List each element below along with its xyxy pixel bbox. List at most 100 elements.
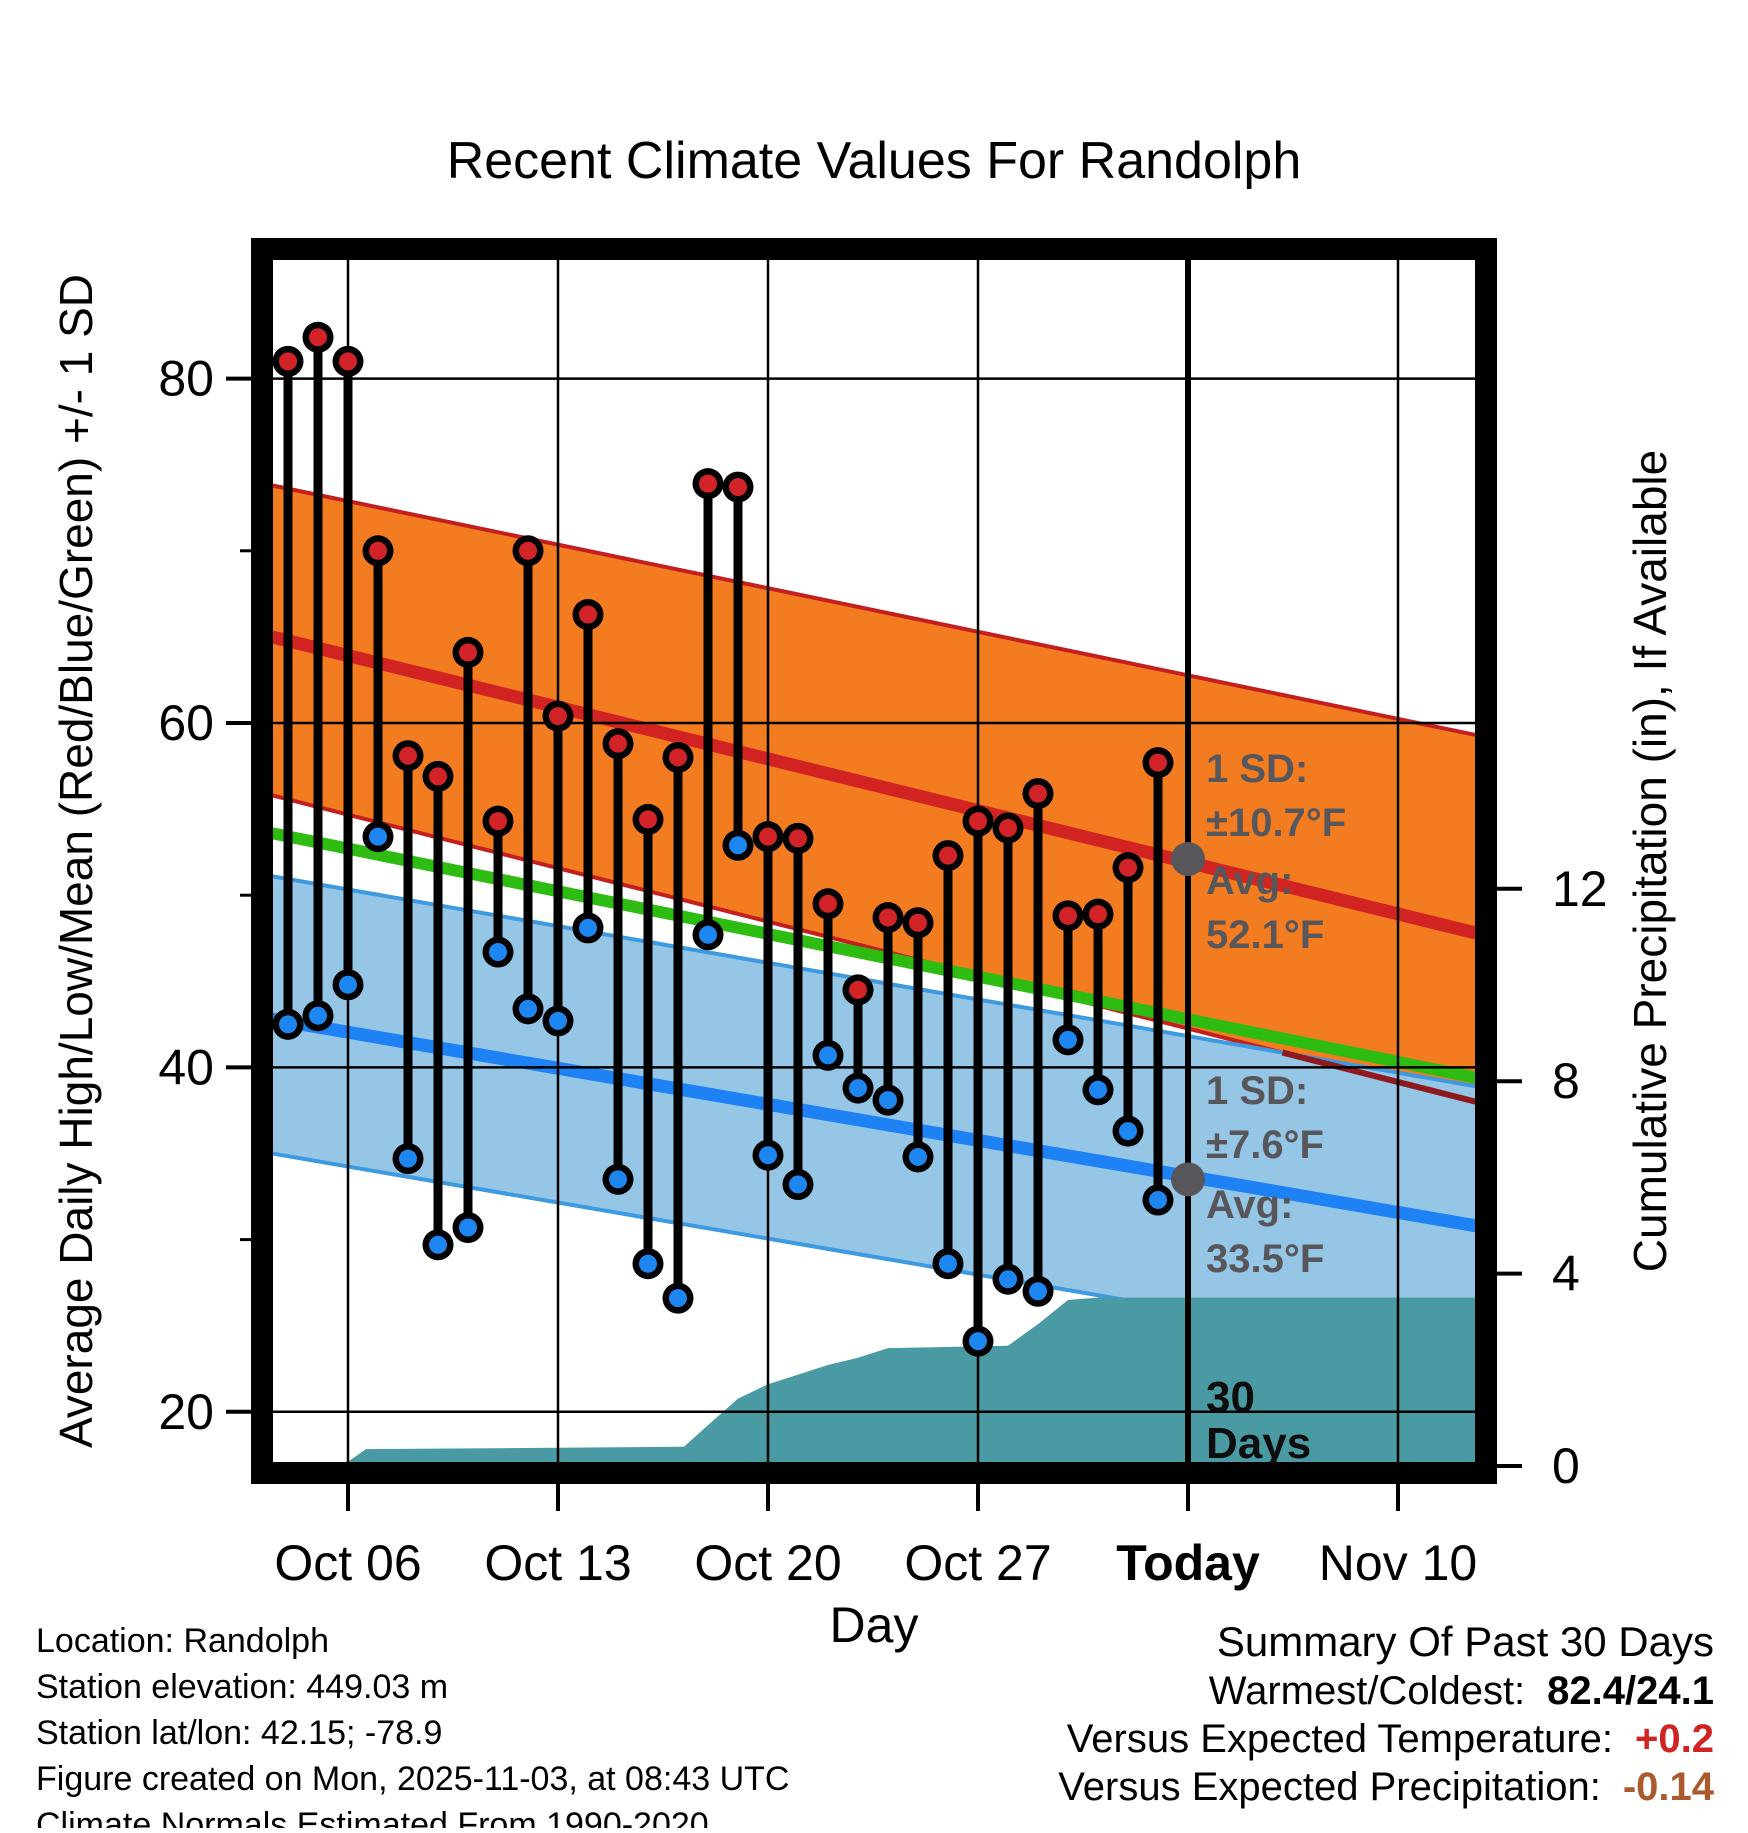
date-tick-label: Nov 10 [1319,1535,1477,1591]
summary-row-label: Versus Expected Precipitation: [1058,1765,1601,1809]
chart-title: Recent Climate Values For Randolph [447,132,1302,190]
high-dot [579,605,597,624]
summary-row: Warmest/Coldest: 82.4/24.1 [1209,1669,1714,1713]
low-dot [939,1254,957,1273]
summary-row-value: 82.4/24.1 [1547,1669,1714,1713]
today-low-annotation: 33.5°F [1206,1237,1324,1281]
low-dot [1089,1080,1107,1099]
summary-title: Summary Of Past 30 Days [1217,1618,1714,1665]
plot-border [251,238,1497,1484]
low-dot [969,1332,987,1351]
x-axis-label: Day [830,1597,919,1653]
avg-high-line [273,630,1477,940]
high-dot [489,812,507,831]
high-dot [759,827,777,846]
date-tick-label: Today [1116,1535,1260,1591]
high-dot [609,734,627,753]
high-dot [1119,858,1137,877]
summary-row: Versus Expected Precipitation: -0.14 [1058,1765,1714,1809]
high-band-edge-dark-segment [1281,1049,1477,1105]
summary-row-label: Versus Expected Temperature: [1067,1717,1613,1761]
low-dot [399,1149,417,1168]
high-dot [639,810,657,829]
high-band-top-edge [273,483,1477,738]
high-dot [819,894,837,913]
low-band-top-edge [273,874,1477,1089]
high-dot [969,812,987,831]
low-dot [759,1146,777,1165]
low-dot [609,1170,627,1189]
high-dot [939,846,957,865]
precip-tick-label: 4 [1552,1246,1580,1302]
today-high-annotation: ±10.7°F [1206,801,1346,845]
period-annotation: 30 [1206,1373,1255,1422]
low-dot [819,1046,837,1065]
low-dot [699,925,717,944]
high-dot [369,541,387,560]
high-dot [399,746,417,765]
high-dot [789,829,807,848]
low-dot [999,1270,1017,1289]
today-high-annotation: 52.1°F [1206,913,1324,957]
high-dot [729,478,747,497]
high-normal-band [273,485,1476,1102]
low-dot [339,975,357,994]
footer-left-line: Station lat/lon: 42.15; -78.9 [36,1714,442,1752]
footer-left-line: Figure created on Mon, 2025-11-03, at 08… [36,1760,789,1798]
high-dot [279,352,297,371]
precip-tick-label: 0 [1552,1438,1580,1494]
summary-row-label: Warmest/Coldest: [1209,1669,1525,1713]
low-dot [879,1091,897,1110]
today-low-annotation: 1 SD: [1206,1069,1308,1113]
footer-left-line: Climate Normals Estimated From 1990-2020 [36,1806,709,1828]
low-dot [459,1218,477,1237]
low-dot [309,1006,327,1025]
low-dot [1059,1030,1077,1049]
low-dot [369,827,387,846]
high-dot [1059,906,1077,925]
today-high-marker [1171,842,1205,877]
summary-row-value: -0.14 [1623,1765,1715,1809]
period-annotation: Days [1206,1419,1311,1468]
low-dot [639,1254,657,1273]
high-dot [1149,753,1167,772]
low-dot [669,1289,687,1308]
date-tick-label: Oct 27 [904,1535,1051,1591]
high-dot [699,474,717,493]
low-dot [579,918,597,937]
summary-row: Versus Expected Temperature: +0.2 [1067,1717,1714,1761]
date-tick-label: Oct 06 [274,1535,421,1591]
high-dot [309,328,327,347]
high-dot [669,748,687,767]
low-dot [1029,1282,1047,1301]
low-dot [489,943,507,962]
high-dot [459,643,477,662]
low-dot [1149,1190,1167,1209]
low-dot [1119,1122,1137,1141]
high-dot [999,819,1017,838]
low-dot [729,836,747,855]
avg-low-line [273,1012,1477,1233]
low-dot [429,1235,447,1254]
temp-tick-label: 40 [158,1039,214,1095]
low-dot [519,999,537,1018]
high-dot [339,352,357,371]
today-low-annotation: ±7.6°F [1206,1123,1324,1167]
high-dot [1029,784,1047,803]
footer-left-line: Location: Randolph [36,1622,329,1660]
high-dot [909,913,927,932]
low-dot [909,1147,927,1166]
temp-tick-label: 60 [158,695,214,751]
today-low-marker [1171,1162,1205,1197]
low-dot [789,1175,807,1194]
today-high-annotation: 1 SD: [1206,747,1308,791]
high-dot [519,541,537,560]
precip-area [273,1297,1476,1467]
low-dot [549,1011,567,1030]
summary-row-value: +0.2 [1635,1717,1714,1761]
temp-tick-label: 80 [158,351,214,407]
today-high-annotation: Avg: [1206,859,1293,903]
mean-line [273,827,1477,1084]
